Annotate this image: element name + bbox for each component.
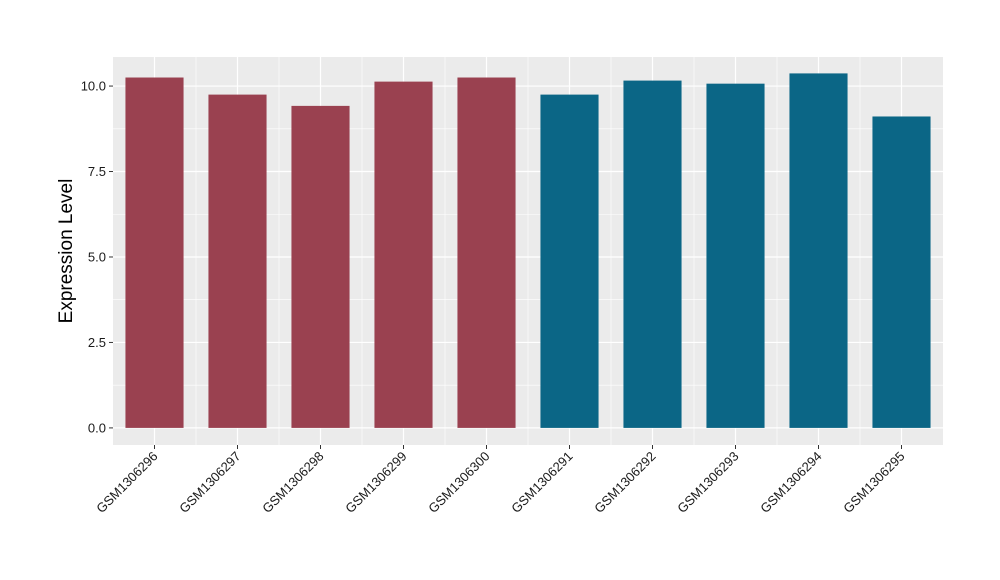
- bar-GSM1306300: [457, 77, 516, 428]
- y-tick-label: 7.5: [88, 164, 106, 179]
- x-tick-label: GSM1306296: [93, 449, 160, 516]
- x-tick-label: GSM1306298: [259, 449, 326, 516]
- y-axis-title: Expression Level: [56, 179, 77, 324]
- y-axis: 0.0 2.5 5.0 7.5 10.0: [81, 79, 113, 435]
- x-tick-label: GSM1306297: [176, 449, 243, 516]
- x-tick-label: GSM1306294: [757, 449, 824, 516]
- x-tick-label: GSM1306293: [674, 449, 741, 516]
- x-axis: GSM1306296 GSM1306297 GSM1306298 GSM1306299…: [93, 445, 908, 516]
- y-tick-label: 2.5: [88, 335, 106, 350]
- y-tick-label: 5.0: [88, 249, 106, 264]
- bar-GSM1306295: [872, 116, 931, 428]
- y-tick-label: 10.0: [81, 79, 106, 94]
- bar-GSM1306299: [374, 81, 433, 428]
- x-tick-label: GSM1306292: [591, 449, 658, 516]
- bar-GSM1306294: [789, 73, 848, 428]
- bar-GSM1306292: [623, 80, 682, 428]
- x-tick-label: GSM1306291: [508, 449, 575, 516]
- x-tick-label: GSM1306295: [840, 449, 907, 516]
- bar-GSM1306293: [706, 83, 765, 428]
- bar-GSM1306296: [125, 77, 184, 428]
- x-tick-label: GSM1306299: [342, 449, 409, 516]
- bar-GSM1306298: [291, 105, 350, 428]
- bar-GSM1306291: [540, 94, 599, 428]
- bar-GSM1306297: [208, 94, 267, 428]
- y-tick-label: 0.0: [88, 420, 106, 435]
- bars: [125, 73, 931, 428]
- x-tick-label: GSM1306300: [425, 449, 492, 516]
